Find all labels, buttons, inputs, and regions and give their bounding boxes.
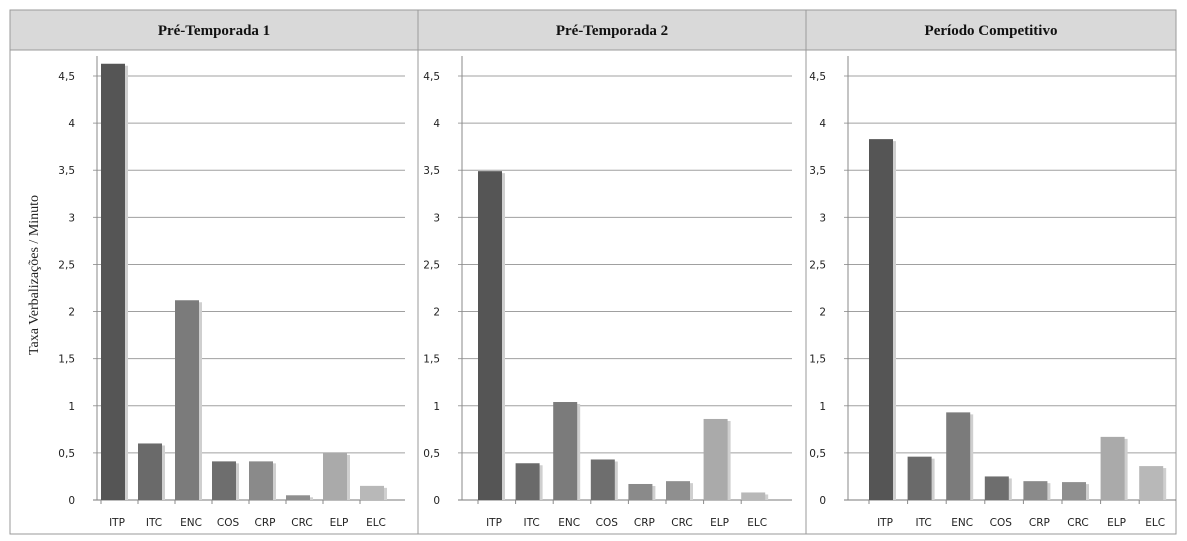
header-band (9, 9, 1177, 51)
y-tick-label: 4,5 (58, 71, 75, 83)
y-tick-label: 4 (819, 118, 826, 130)
x-tick-label: ENC (558, 517, 580, 529)
y-tick-label: 3 (819, 212, 826, 224)
x-tick-label: ELC (1145, 517, 1165, 529)
y-tick-label: 1 (68, 401, 75, 413)
y-tick-label: 2 (68, 307, 75, 319)
panel-title: Período Competitivo (925, 23, 1058, 39)
bar-cos (590, 459, 615, 500)
bar-enc (553, 402, 578, 500)
y-tick-label: 2,5 (809, 259, 826, 271)
y-tick-label: 3,5 (58, 165, 75, 177)
y-tick-label: 3,5 (809, 165, 826, 177)
x-tick-label: ITP (486, 517, 502, 529)
x-tick-label: ITP (877, 517, 893, 529)
x-tick-label: ELC (747, 517, 767, 529)
x-tick-label: CRP (1029, 517, 1050, 529)
bar-elp (1100, 436, 1125, 500)
y-tick-label: 0,5 (809, 448, 826, 460)
bar-elc (741, 492, 766, 500)
bar-elc (360, 485, 384, 500)
x-tick-label: ITC (523, 517, 539, 529)
bar-elp (703, 418, 728, 500)
bar-itc (907, 456, 932, 500)
x-tick-label: ITC (915, 517, 931, 529)
y-tick-label: 1,5 (809, 354, 826, 366)
y-tick-label: 1 (433, 401, 440, 413)
bar-crc (286, 495, 310, 500)
panel-title: Pré-Temporada 1 (158, 23, 270, 39)
x-tick-label: ENC (180, 517, 202, 529)
x-tick-label: CRC (1067, 517, 1088, 529)
y-tick-label: 0 (433, 495, 440, 507)
x-tick-label: ELP (1107, 517, 1126, 529)
y-tick-label: 4,5 (423, 71, 440, 83)
bar-cos (984, 476, 1009, 500)
bar-crp (249, 461, 273, 500)
y-tick-label: 4 (68, 118, 75, 130)
x-tick-label: COS (596, 517, 619, 529)
bar-itc (138, 443, 162, 500)
bar-crp (1023, 481, 1048, 500)
y-tick-label: 3 (68, 212, 75, 224)
y-tick-label: 1,5 (423, 354, 440, 366)
y-tick-label: 0,5 (423, 448, 440, 460)
y-axis-label: Taxa Verbalizações / Minuto (27, 195, 42, 355)
bar-enc (946, 412, 971, 500)
bar-itc (515, 463, 540, 500)
x-tick-label: ELP (710, 517, 729, 529)
x-tick-label: COS (990, 517, 1013, 529)
bar-elp (323, 452, 347, 500)
x-tick-label: CRC (291, 517, 312, 529)
bar-enc (175, 300, 199, 500)
figure-frame (9, 9, 1177, 535)
y-tick-label: 3,5 (423, 165, 440, 177)
y-tick-label: 1,5 (58, 354, 75, 366)
bar-crc (666, 481, 690, 500)
y-tick-label: 1 (819, 401, 826, 413)
y-tick-label: 0,5 (58, 448, 75, 460)
y-tick-label: 4 (433, 118, 440, 130)
y-tick-label: 4,5 (809, 71, 826, 83)
x-tick-label: COS (217, 517, 240, 529)
y-tick-label: 3 (433, 212, 440, 224)
x-tick-label: ITC (146, 517, 162, 529)
bar-itp (478, 171, 502, 501)
y-tick-label: 2 (819, 307, 826, 319)
bar-crp (628, 483, 653, 500)
x-tick-label: ELC (366, 517, 386, 529)
x-tick-label: CRP (255, 517, 276, 529)
y-tick-label: 0 (819, 495, 826, 507)
y-tick-label: 2 (433, 307, 440, 319)
bar-itp (101, 63, 125, 501)
x-tick-label: CRP (634, 517, 655, 529)
x-tick-label: ELP (330, 517, 349, 529)
bar-elc (1139, 466, 1164, 500)
bar-crc (1062, 482, 1086, 500)
y-tick-label: 2,5 (58, 259, 75, 271)
bar-cos (212, 461, 236, 500)
x-tick-label: CRC (671, 517, 692, 529)
y-tick-label: 2,5 (423, 259, 440, 271)
x-tick-label: ENC (951, 517, 973, 529)
panel-title: Pré-Temporada 2 (556, 23, 668, 39)
x-tick-label: ITP (109, 517, 125, 529)
y-tick-label: 0 (68, 495, 75, 507)
bar-itp (869, 139, 893, 500)
